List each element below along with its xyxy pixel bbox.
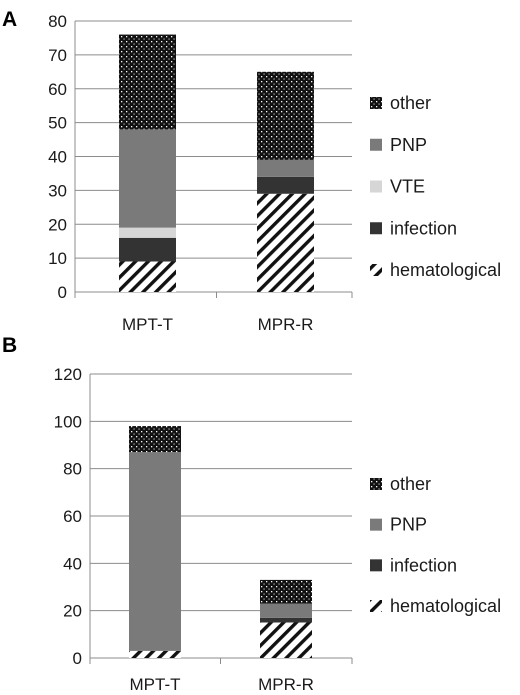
- y-tick-label: 0: [73, 649, 82, 668]
- x-category-label: MPR-R: [258, 315, 314, 334]
- legend-label-other: other: [390, 474, 431, 494]
- bar-segment-pnp-mpt-t: [129, 452, 181, 651]
- x-category-label: MPT-T: [122, 315, 173, 334]
- panel-b-x-labels: MPT-T MPR-R: [130, 675, 314, 694]
- bar-segment-hematological-mpt-t: [119, 261, 176, 292]
- y-tick-label: 100: [54, 412, 82, 431]
- x-category-label: MPT-T: [130, 675, 181, 694]
- panel-a-x-labels: MPT-T MPR-R: [122, 315, 313, 334]
- legend-label-vte: VTE: [390, 177, 425, 197]
- panel-b-letter: B: [2, 334, 17, 357]
- panel-b-bars: [129, 426, 312, 658]
- bar-segment-vte-mpt-t: [119, 227, 176, 238]
- y-tick-label: 60: [48, 80, 67, 99]
- legend-swatch-other: [370, 478, 382, 490]
- y-tick-label: 10: [48, 249, 67, 268]
- y-tick-label: 60: [63, 507, 82, 526]
- y-tick-label: 50: [48, 114, 67, 133]
- y-tick-label: 80: [63, 460, 82, 479]
- bar-segment-other-mpt-t: [129, 426, 181, 453]
- bar-segment-hematological-mpr-r: [257, 193, 314, 292]
- panel-b-y-ticks: 0 20 40 60 80 100 120: [54, 365, 82, 668]
- legend-label-infection: infection: [390, 218, 457, 238]
- legend-swatch-hematological: [370, 600, 382, 612]
- y-tick-label: 20: [63, 602, 82, 621]
- y-tick-label: 70: [48, 46, 67, 65]
- y-tick-label: 30: [48, 181, 67, 200]
- legend-swatch-vte: [370, 180, 382, 193]
- legend-swatch-other: [370, 97, 382, 109]
- bar-segment-pnp-mpt-t: [119, 129, 176, 228]
- legend-swatch-pnp: [370, 138, 382, 151]
- y-tick-label: 20: [48, 215, 67, 234]
- legend-label-infection: infection: [390, 555, 457, 575]
- panel-a-y-ticks: 0 10 20 30 40 50 60 70 80: [48, 12, 67, 302]
- y-tick-label: 120: [54, 365, 82, 384]
- legend-swatch-infection: [370, 559, 382, 572]
- y-tick-label: 0: [58, 283, 67, 302]
- y-tick-label: 40: [63, 554, 82, 573]
- y-tick-label: 40: [48, 148, 67, 167]
- bar-segment-infection-mpr-r: [260, 617, 312, 623]
- y-tick-label: 80: [48, 12, 67, 31]
- bar-segment-other-mpt-t: [119, 34, 176, 130]
- panel-a-letter: A: [2, 8, 17, 31]
- bar-segment-infection-mpt-t: [119, 237, 176, 262]
- legend-swatch-pnp: [370, 518, 382, 531]
- legend-label-pnp: PNP: [390, 515, 427, 535]
- legend-label-other: other: [390, 93, 431, 113]
- legend-swatch-infection: [370, 222, 382, 235]
- bar-segment-infection-mpr-r: [257, 176, 314, 194]
- legend-label-hematological: hematological: [390, 260, 501, 280]
- bar-segment-pnp-mpr-r: [257, 159, 314, 177]
- bar-segment-hematological-mpt-t: [129, 650, 181, 658]
- bar-segment-other-mpr-r: [260, 579, 312, 604]
- bar-segment-other-mpr-r: [257, 71, 314, 160]
- legend-label-hematological: hematological: [390, 596, 501, 616]
- panel-a: A 0 10 20 30 40 50 60 70 80 MPT-T MPR-R other PNP V…: [2, 8, 501, 334]
- legend-swatch-hematological: [370, 264, 382, 276]
- legend-label-pnp: PNP: [390, 135, 427, 155]
- x-category-label: MPR-R: [258, 675, 314, 694]
- panel-b: B 0 20 40 60 80 100 120 MPT-T MPR-R other PNP inf…: [2, 334, 501, 694]
- panel-a-legend: other PNP VTE infection hematological: [370, 93, 501, 280]
- panel-b-legend: other PNP infection hematological: [370, 474, 501, 616]
- panel-a-bars: [119, 34, 314, 292]
- bar-segment-pnp-mpr-r: [260, 603, 312, 618]
- bar-segment-hematological-mpr-r: [260, 622, 312, 658]
